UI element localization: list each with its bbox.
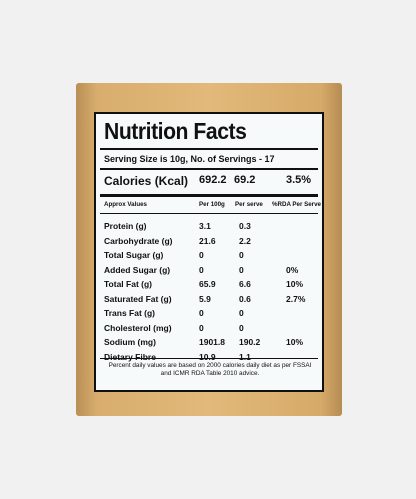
header-per-serve: Per serve: [235, 201, 263, 208]
header-divider: [100, 213, 318, 214]
nutrient-row: Protein (g) 3.1 0.3: [104, 221, 318, 236]
footnote: Percent daily values are based on 2000 c…: [108, 362, 312, 377]
nutrient-row: Saturated Fat (g) 5.9 0.6 2.7%: [104, 294, 318, 309]
nutrient-per-serve: 0: [239, 322, 244, 333]
nutrient-rda: 0%: [286, 264, 299, 275]
label-title: Nutrition Facts: [104, 118, 247, 144]
nutrient-name: Protein (g): [104, 221, 147, 231]
nutrient-name: Dietary Fibre: [104, 351, 156, 362]
nutrient-per-serve: 1.1: [239, 351, 251, 362]
nutrient-per-serve: 190.2: [239, 337, 261, 347]
calories-per-100g: 692.2: [199, 174, 227, 186]
nutrient-per-100g: 0: [199, 322, 204, 333]
nutrient-name: Sodium (mg): [104, 337, 156, 347]
nutrient-name: Total Sugar (g): [104, 250, 164, 260]
header-rda: %RDA Per Serve: [272, 201, 321, 208]
calories-rda: 3.5%: [286, 174, 312, 186]
title-divider: [100, 148, 318, 150]
nutrient-rda: 10%: [286, 279, 304, 289]
nutrient-rda: 10%: [286, 337, 304, 347]
nutrient-name: Added Sugar (g): [104, 264, 171, 275]
nutrient-rows: Protein (g) 3.1 0.3 Carbohydrate (g) 21.6 2.2…: [104, 221, 318, 366]
nutrient-per-100g: 65.9: [199, 279, 216, 289]
header-name: Approx Values: [104, 201, 147, 208]
nutrient-name: Saturated Fat (g): [104, 293, 172, 304]
nutrient-row: Dietary Fibre 10.9 1.1: [104, 352, 318, 367]
nutrient-name: Carbohydrate (g): [104, 235, 173, 246]
nutrient-name: Cholesterol (mg): [104, 322, 172, 333]
nutrient-per-100g: 1901.8: [199, 337, 225, 347]
nutrient-row: Carbohydrate (g) 21.6 2.2: [104, 236, 318, 251]
calories-divider: [100, 194, 318, 197]
nutrient-per-serve: 6.6: [239, 279, 251, 289]
serving-divider: [100, 168, 318, 170]
calories-label: Calories (Kcal): [104, 174, 189, 188]
nutrient-per-serve: 0.3: [239, 221, 251, 231]
nutrient-per-100g: 10.9: [199, 351, 216, 362]
note-divider: [100, 358, 318, 359]
nutrient-name: Trans Fat (g): [104, 308, 156, 318]
header-per-100g: Per 100g: [199, 201, 225, 208]
nutrient-per-serve: 0: [239, 264, 244, 275]
nutrition-label: Nutrition Facts Serving Size is 10g, No.…: [94, 112, 324, 392]
nutrient-row: Cholesterol (mg) 0 0: [104, 323, 318, 338]
serving-info: Serving Size is 10g, No. of Servings - 1…: [104, 154, 275, 164]
nutrient-row: Total Sugar (g) 0 0: [104, 250, 318, 265]
nutrient-per-100g: 21.6: [199, 235, 216, 246]
nutrient-per-100g: 0: [199, 264, 204, 275]
nutrient-row: Added Sugar (g) 0 0 0%: [104, 265, 318, 280]
nutrient-per-serve: 2.2: [239, 235, 251, 246]
nutrient-per-100g: 5.9: [199, 293, 211, 304]
nutrient-row: Sodium (mg) 1901.8 190.2 10%: [104, 337, 318, 352]
nutrient-row: Total Fat (g) 65.9 6.6 10%: [104, 279, 318, 294]
nutrient-rda: 2.7%: [286, 293, 306, 304]
nutrient-per-100g: 0: [199, 308, 204, 318]
nutrient-per-100g: 3.1: [199, 221, 211, 231]
nutrient-name: Total Fat (g): [104, 279, 152, 289]
nutrient-per-100g: 0: [199, 250, 204, 260]
calories-per-serve: 69.2: [234, 174, 256, 186]
nutrient-per-serve: 0: [239, 250, 244, 260]
nutrient-per-serve: 0.6: [239, 293, 251, 304]
nutrient-row: Trans Fat (g) 0 0: [104, 308, 318, 323]
nutrient-per-serve: 0: [239, 308, 244, 318]
